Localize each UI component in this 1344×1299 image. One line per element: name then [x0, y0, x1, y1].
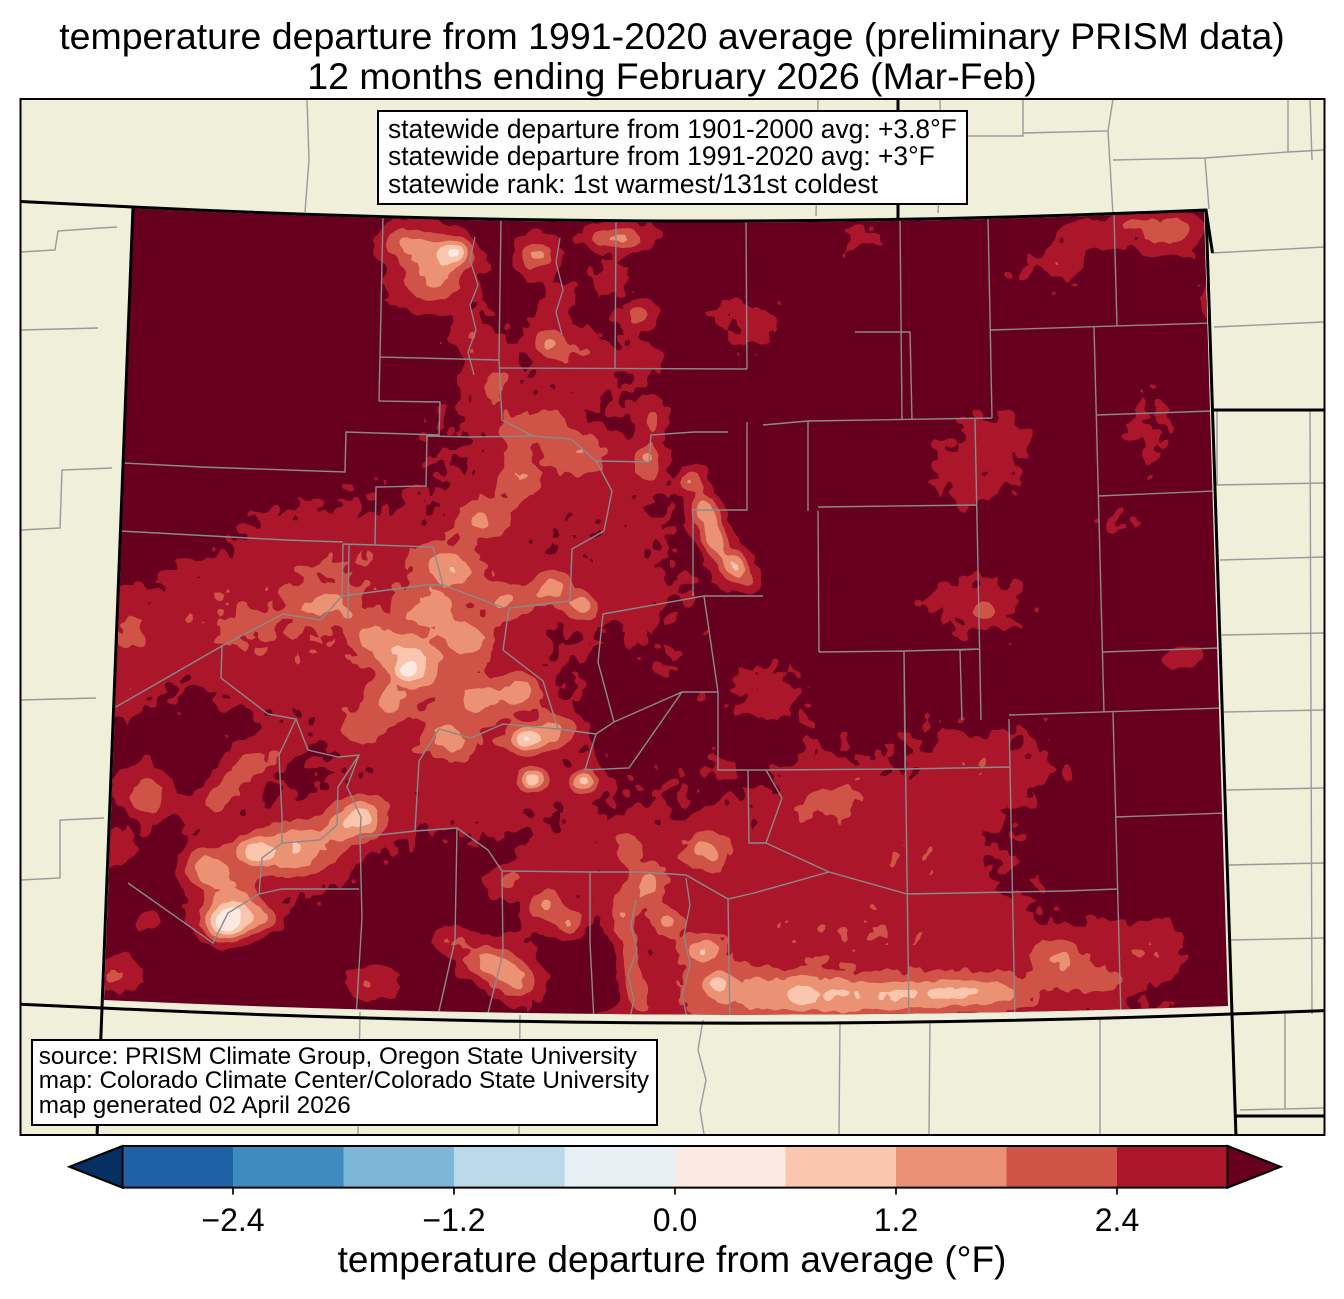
svg-text:0.0: 0.0	[653, 1202, 697, 1238]
svg-text:temperature departure from ave: temperature departure from average (°F)	[338, 1239, 1007, 1280]
svg-text:−1.2: −1.2	[422, 1202, 485, 1238]
svg-text:−2.4: −2.4	[201, 1202, 264, 1238]
svg-text:1.2: 1.2	[874, 1202, 918, 1238]
svg-text:2.4: 2.4	[1095, 1202, 1139, 1238]
